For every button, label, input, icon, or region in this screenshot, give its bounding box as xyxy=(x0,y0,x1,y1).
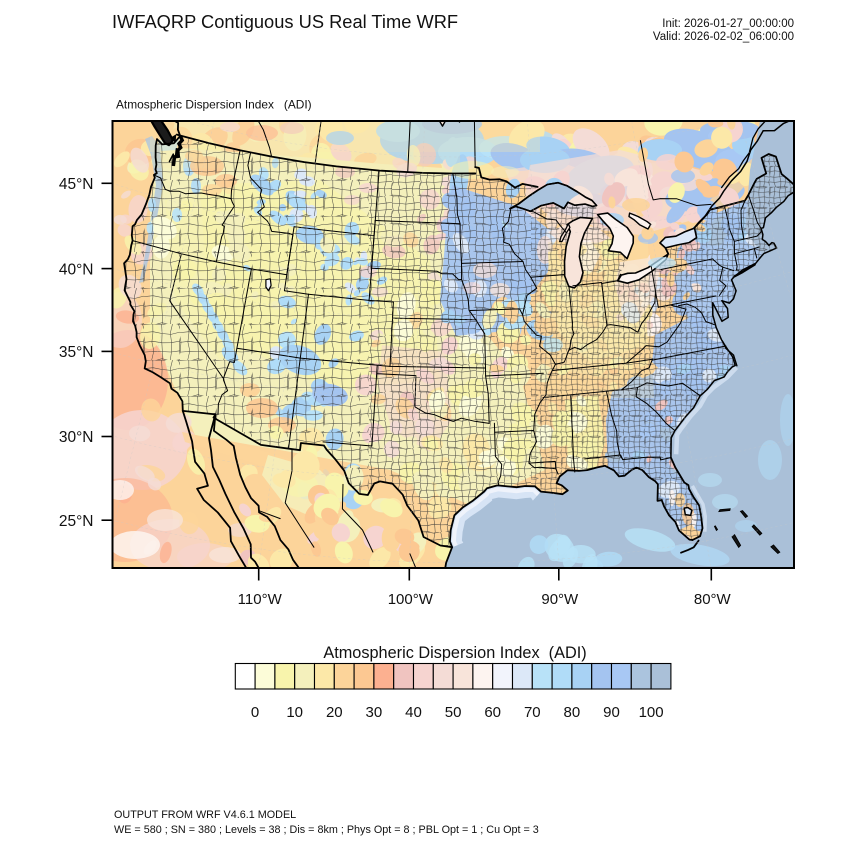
svg-text:30: 30 xyxy=(366,704,383,721)
svg-text:30°N: 30°N xyxy=(59,429,94,446)
svg-text:WE = 580 ; SN = 380 ; Levels =: WE = 580 ; SN = 380 ; Levels = 38 ; Dis … xyxy=(114,824,539,836)
svg-text:40°N: 40°N xyxy=(59,261,94,278)
svg-text:90°W: 90°W xyxy=(541,591,579,608)
svg-text:0: 0 xyxy=(251,704,259,721)
svg-text:10: 10 xyxy=(286,704,303,721)
svg-text:45°N: 45°N xyxy=(59,176,94,193)
svg-text:110°W: 110°W xyxy=(238,591,283,608)
svg-text:80: 80 xyxy=(564,704,581,721)
svg-text:100°W: 100°W xyxy=(388,591,434,608)
svg-text:40: 40 xyxy=(405,704,422,721)
svg-text:90: 90 xyxy=(603,704,620,721)
svg-text:100: 100 xyxy=(639,704,664,721)
svg-text:OUTPUT FROM WRF V4.6.1 MODEL: OUTPUT FROM WRF V4.6.1 MODEL xyxy=(114,809,296,821)
svg-text:Init: 2026-01-27_00:00:00: Init: 2026-01-27_00:00:00 xyxy=(662,18,794,30)
svg-text:80°W: 80°W xyxy=(694,591,732,608)
svg-text:35°N: 35°N xyxy=(59,344,94,361)
svg-text:60: 60 xyxy=(484,704,501,721)
svg-text:Atmospheric Dispersion Index: Atmospheric Dispersion Index (ADI) xyxy=(116,98,312,112)
svg-text:20: 20 xyxy=(326,704,343,721)
svg-text:50: 50 xyxy=(445,704,462,721)
svg-text:25°N: 25°N xyxy=(59,513,94,530)
svg-text:Valid: 2026-02-02_06:00:00: Valid: 2026-02-02_06:00:00 xyxy=(653,31,794,43)
svg-text:70: 70 xyxy=(524,704,541,721)
svg-text:IWFAQRP Contiguous US Real Tim: IWFAQRP Contiguous US Real Time WRF xyxy=(112,11,458,32)
svg-text:Atmospheric Dispersion Index: Atmospheric Dispersion Index (ADI) xyxy=(323,644,586,662)
